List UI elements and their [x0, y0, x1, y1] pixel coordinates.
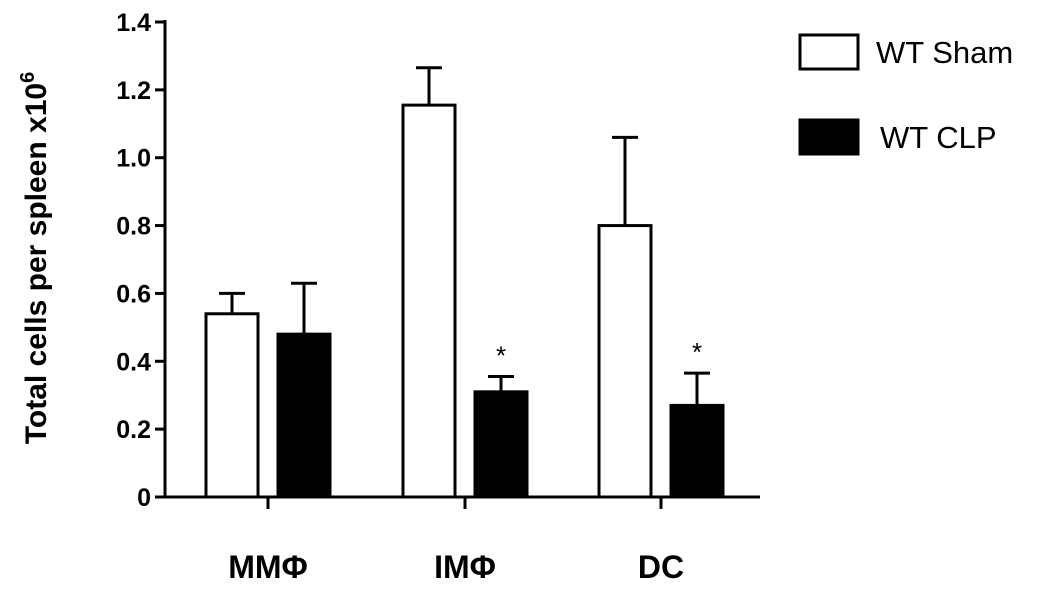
legend-swatch: [798, 33, 860, 71]
y-tick-label: 1.2: [116, 77, 151, 105]
y-tick-label: 0.6: [116, 280, 151, 308]
significance-marker: *: [496, 341, 506, 371]
significance-marker: *: [692, 337, 702, 367]
legend-label: WT CLP: [880, 120, 997, 155]
y-axis-label: Total cells per spleen x106: [17, 72, 53, 444]
y-axis-label-text: Total cells per spleen x10: [20, 83, 53, 444]
bar: [597, 224, 653, 499]
y-tick-label: 1.0: [116, 145, 151, 173]
bars-layer: * *: [204, 66, 725, 499]
bar: [204, 312, 260, 499]
y-tick-label: 0.8: [116, 213, 151, 241]
x-category-label: MMΦ: [228, 549, 308, 585]
bar: [401, 103, 457, 499]
x-category-label: DC: [638, 549, 684, 585]
legend: WT Sham WT CLP: [798, 33, 1013, 156]
bar: [473, 390, 529, 499]
bar: [276, 332, 332, 499]
x-category-label: IMΦ: [434, 549, 496, 585]
axes-layer: 0 0.2 0.4 0.6 0.8 1.0 1.2 1.4 MMΦ IMΦ DC: [116, 9, 760, 585]
y-tick-label: 0.4: [116, 348, 151, 376]
legend-swatch: [798, 118, 860, 156]
y-tick-label: 1.4: [116, 9, 151, 37]
y-axis-label-exponent: 6: [17, 72, 39, 83]
y-tick-label: 0.2: [116, 416, 151, 444]
legend-label: WT Sham: [876, 35, 1013, 70]
y-tick-label: 0: [137, 484, 151, 512]
bar: [669, 403, 725, 499]
